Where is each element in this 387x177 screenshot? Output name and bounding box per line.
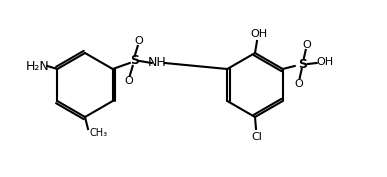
- Text: NH: NH: [147, 56, 166, 70]
- Text: S: S: [298, 58, 307, 70]
- Text: OH: OH: [316, 57, 333, 67]
- Text: O: O: [302, 40, 311, 50]
- Text: O: O: [124, 76, 133, 86]
- Text: OH: OH: [250, 29, 267, 39]
- Text: Cl: Cl: [252, 132, 262, 142]
- Text: S: S: [130, 55, 139, 67]
- Text: H₂N: H₂N: [26, 61, 49, 73]
- Text: O: O: [134, 36, 143, 46]
- Text: O: O: [295, 79, 303, 89]
- Text: CH₃: CH₃: [90, 128, 108, 138]
